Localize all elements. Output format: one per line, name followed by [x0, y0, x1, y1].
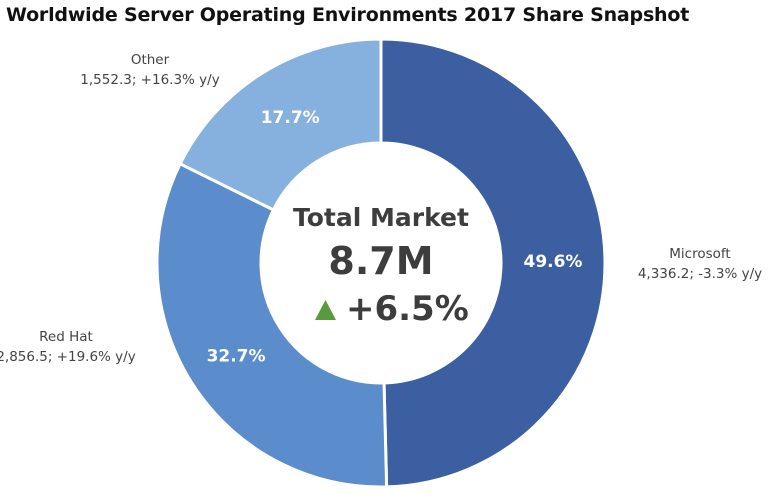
center-value: 8.7M: [328, 239, 433, 283]
center-title: Total Market: [293, 203, 469, 232]
slice-percent-label: 32.7%: [207, 347, 266, 367]
slice-name-label: Other: [131, 52, 170, 68]
center-change: +6.5%: [346, 289, 469, 329]
slice-detail-label: 1,552.3; +16.3% y/y: [80, 72, 219, 88]
slice-detail-label: 4,336.2; -3.3% y/y: [638, 266, 762, 282]
slice-name-label: Microsoft: [669, 246, 730, 262]
donut-hole: [261, 143, 501, 383]
chart-title: Worldwide Server Operating Environments …: [6, 4, 690, 26]
slice-name-label: Red Hat: [39, 329, 93, 345]
slice-percent-label: 49.6%: [523, 252, 582, 272]
slice-percent-label: 17.7%: [261, 108, 320, 128]
slice-detail-label: 2,856.5; +19.6% y/y: [0, 349, 136, 365]
triangle-up-icon: [315, 300, 336, 320]
donut-labels: 49.6% Microsoft 4,336.2; -3.3% y/y 32.7% Red…: [0, 52, 762, 367]
donut-segments: [155, 37, 607, 489]
